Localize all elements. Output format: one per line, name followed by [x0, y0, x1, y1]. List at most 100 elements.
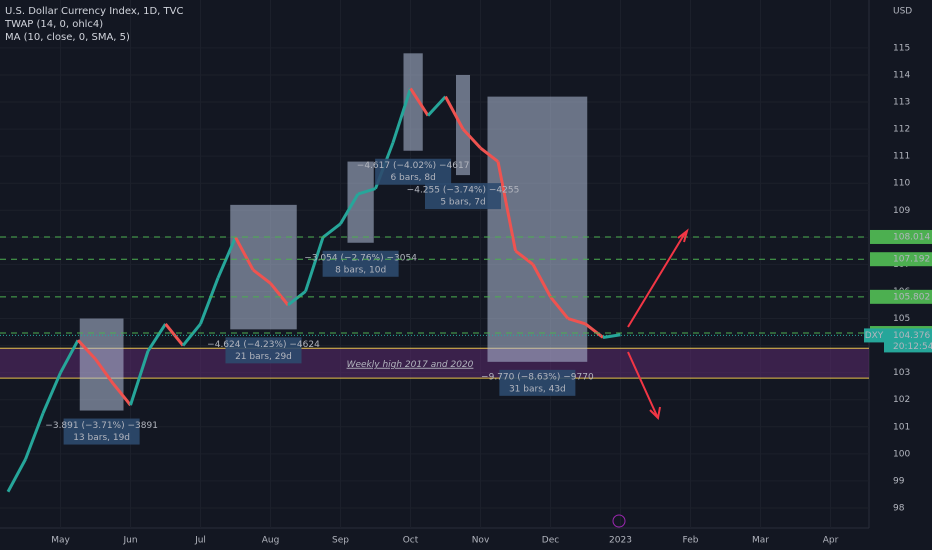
measure-label: −3.054 (−2.76%) −3054 — [304, 253, 417, 263]
last-price: 104.376 — [893, 331, 930, 341]
x-tick-label: Dec — [542, 536, 559, 546]
y-tick-label: 109 — [893, 206, 910, 216]
price-segment — [252, 268, 272, 285]
price-segment — [24, 412, 45, 460]
measure-label: −3.891 (−3.71%) −3891 — [45, 421, 158, 431]
price-segment — [164, 323, 185, 347]
y-tick-label: 112 — [893, 125, 910, 135]
price-segment — [602, 333, 621, 339]
y-tick-label: 111 — [893, 152, 910, 162]
measure-label: −4.617 (−4.02%) −4617 — [357, 161, 470, 171]
price-segment — [479, 146, 499, 163]
price-segment — [6, 458, 27, 493]
price-segment — [304, 236, 325, 292]
price-segment — [129, 350, 150, 406]
event-icon[interactable] — [612, 514, 626, 528]
x-tick-label: Feb — [683, 536, 699, 546]
y-tick-label: 113 — [893, 98, 910, 108]
indicator-label: TWAP (14, 0, ohlc4) — [4, 19, 103, 30]
price-segment — [391, 88, 412, 144]
x-tick-label: Jun — [122, 536, 137, 546]
y-tick-label: 102 — [893, 395, 910, 405]
measure-sub: 13 bars, 19d — [73, 433, 130, 443]
price-segment — [41, 372, 62, 414]
price-segment — [94, 358, 115, 385]
x-tick-label: Apr — [823, 536, 839, 546]
last-name: DXY — [865, 331, 884, 341]
level-tag — [870, 252, 932, 267]
currency-label: USD — [893, 7, 912, 17]
last-price-tag — [884, 328, 932, 353]
x-tick-label: Nov — [472, 536, 490, 546]
price-segment — [409, 87, 430, 117]
x-tick-label: Mar — [752, 536, 769, 546]
level-label: 107.192 — [893, 255, 930, 265]
y-tick-label: 101 — [893, 422, 910, 432]
measure-box — [347, 161, 374, 243]
price-segment — [357, 187, 376, 196]
price-segment — [461, 128, 482, 150]
y-tick-label: 110 — [893, 179, 910, 189]
measure-sub: 8 bars, 10d — [335, 265, 386, 275]
price-segment — [216, 236, 237, 279]
price-segment — [444, 95, 465, 130]
price-segment — [181, 323, 202, 347]
measure-label-box — [225, 337, 302, 364]
x-tick-label: Oct — [403, 536, 419, 546]
price-segment — [234, 236, 255, 271]
indicator-label: MA (10, close, 0, SMA, 5) — [5, 32, 130, 43]
x-tick-label: Sep — [332, 536, 349, 546]
measure-label: −9.770 (−8.63%) −9770 — [481, 372, 594, 382]
price-segment — [76, 339, 97, 361]
price-segment — [339, 193, 360, 225]
price-segment — [322, 222, 342, 239]
y-tick-label: 103 — [893, 368, 910, 378]
measure-box — [403, 53, 423, 151]
measure-sub: 21 bars, 29d — [235, 352, 292, 362]
measure-label-box — [322, 250, 399, 277]
level-tag — [870, 289, 932, 304]
measure-label-box — [499, 369, 576, 396]
price-segment — [514, 249, 534, 266]
down-arrow — [627, 351, 661, 421]
price-segment — [199, 277, 220, 325]
zone-label: Weekly high 2017 and 2020 — [347, 360, 474, 370]
symbol-title: U.S. Dollar Currency Index, 1D, TVC — [5, 6, 183, 17]
y-tick-label: 100 — [893, 449, 910, 459]
level-tag — [870, 229, 932, 244]
measure-box — [79, 318, 124, 411]
price-segment — [567, 317, 586, 326]
measure-box — [456, 74, 470, 176]
measure-label-box — [63, 418, 140, 445]
measure-box — [230, 204, 297, 330]
level-label: 108.014 — [893, 232, 930, 242]
measure-label: −4.255 (−3.74%) −4255 — [407, 186, 520, 196]
price-segment — [531, 263, 552, 298]
level-label: 105.802 — [893, 292, 930, 302]
measure-label-box — [425, 183, 501, 210]
x-tick-label: Aug — [262, 536, 280, 546]
price-segment — [496, 161, 517, 252]
y-tick-label: 114 — [893, 70, 910, 80]
measure-sub: 6 bars, 8d — [390, 173, 435, 183]
price-segment — [269, 282, 290, 306]
measure-label: −4.624 (−4.23%) −4624 — [207, 340, 320, 350]
price-segment — [287, 290, 307, 307]
price-segment — [146, 323, 167, 352]
price-segment — [549, 295, 570, 320]
up-arrow — [627, 228, 689, 328]
measure-box — [487, 96, 588, 362]
measure-sub: 5 bars, 7d — [440, 198, 485, 208]
y-tick-label: 98 — [893, 503, 905, 513]
x-tick-label: Jul — [194, 536, 206, 546]
measure-sub: 31 bars, 43d — [509, 384, 566, 394]
y-tick-label: 115 — [893, 43, 910, 53]
price-segment — [59, 339, 80, 374]
y-tick-label: 105 — [893, 314, 910, 324]
x-tick-label: May — [51, 536, 70, 546]
price-segment — [111, 382, 132, 407]
price-segment — [426, 95, 447, 117]
y-tick-label: 99 — [893, 476, 905, 486]
last-name-tag — [864, 328, 884, 343]
